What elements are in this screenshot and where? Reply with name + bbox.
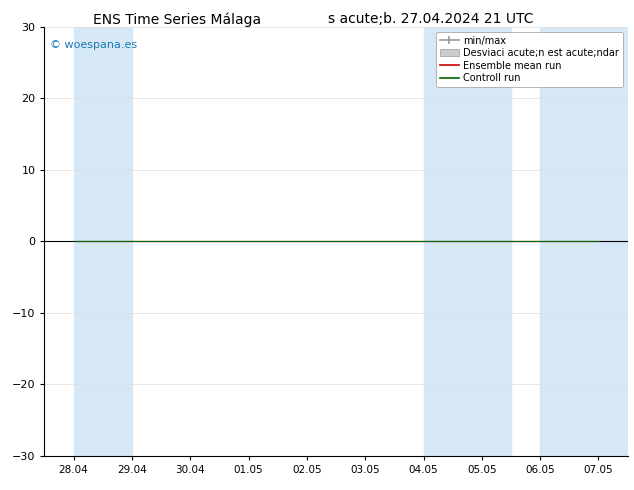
Legend: min/max, Desviaci acute;n est acute;ndar, Ensemble mean run, Controll run: min/max, Desviaci acute;n est acute;ndar… xyxy=(436,32,623,87)
Text: ENS Time Series Málaga: ENS Time Series Málaga xyxy=(93,12,262,27)
Bar xyxy=(424,27,511,456)
Bar xyxy=(74,27,132,456)
Bar xyxy=(540,27,628,456)
Text: s acute;b. 27.04.2024 21 UTC: s acute;b. 27.04.2024 21 UTC xyxy=(328,12,534,26)
Text: © woespana.es: © woespana.es xyxy=(50,40,138,50)
